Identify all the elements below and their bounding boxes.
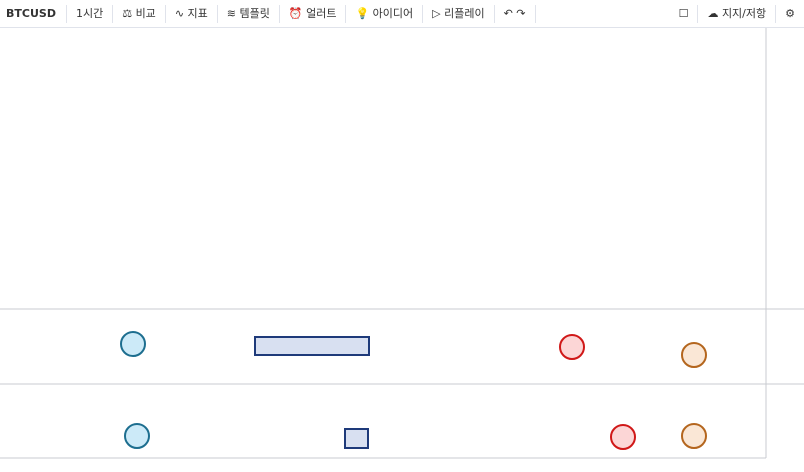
templates[interactable]: ≋ 템플릿 bbox=[218, 4, 280, 23]
indicators-label: 지표 bbox=[187, 6, 208, 20]
indicators[interactable]: ∿ 지표 bbox=[166, 4, 218, 23]
ideas-label: 아이디어 bbox=[372, 6, 414, 20]
rect-drawing[interactable] bbox=[344, 428, 369, 449]
replay-label: 리플레이 bbox=[444, 6, 485, 20]
drawings bbox=[120, 331, 707, 450]
rect-drawing[interactable] bbox=[254, 336, 370, 356]
settings[interactable]: ⚙ bbox=[785, 6, 795, 20]
compare-label: 비교 bbox=[135, 6, 156, 20]
alerts-label: 얼러트 bbox=[306, 6, 337, 20]
sr-label: 지지/저항 bbox=[721, 6, 767, 20]
alerts[interactable]: ⏰ 얼러트 bbox=[280, 4, 347, 23]
symbol[interactable]: BTCUSD bbox=[0, 4, 67, 23]
compare[interactable]: ⚖ 비교 bbox=[113, 4, 166, 23]
circle-drawing[interactable] bbox=[124, 423, 150, 449]
circle-drawing[interactable] bbox=[610, 424, 636, 450]
circle-drawing[interactable] bbox=[559, 334, 585, 360]
layout[interactable]: ☐ bbox=[670, 4, 699, 23]
support-resistance[interactable]: ☁ 지지/저항 bbox=[698, 4, 777, 23]
templates-label: 템플릿 bbox=[239, 6, 270, 20]
ideas[interactable]: 💡 아이디어 bbox=[346, 4, 424, 23]
toolbar: BTCUSD 1시간 ⚖ 비교 ∿ 지표 ≋ 템플릿 ⏰ 얼러트 💡 아이디어 … bbox=[0, 0, 804, 28]
replay[interactable]: ▷ 리플레이 bbox=[423, 4, 495, 23]
undo[interactable]: ↶ ↷ bbox=[495, 4, 536, 23]
circle-drawing[interactable] bbox=[120, 331, 146, 357]
interval[interactable]: 1시간 bbox=[67, 4, 114, 23]
circle-drawing[interactable] bbox=[681, 342, 707, 368]
circle-drawing[interactable] bbox=[681, 423, 707, 449]
